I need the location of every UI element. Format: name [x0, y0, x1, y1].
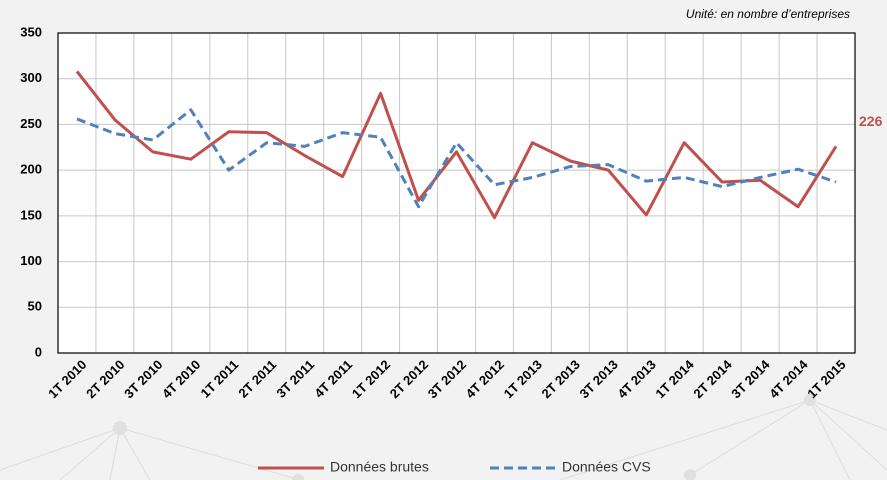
- x-tick-label: 1T 2012: [349, 357, 393, 401]
- x-tick-label: 1T 2014: [652, 356, 697, 401]
- y-tick-label: 300: [20, 70, 42, 85]
- x-tick-label: 3T 2011: [273, 357, 317, 401]
- y-tick-label: 350: [20, 24, 42, 39]
- x-tick-label: 4T 2013: [614, 357, 658, 401]
- y-tick-label: 200: [20, 162, 42, 177]
- legend-label: Données brutes: [330, 459, 429, 475]
- y-tick-label: 150: [20, 207, 42, 222]
- y-tick-label: 100: [20, 253, 42, 268]
- x-tick-label: 2T 2012: [387, 357, 431, 401]
- x-tick-label: 4T 2010: [159, 357, 203, 401]
- x-tick-label: 3T 2010: [121, 357, 165, 401]
- x-tick-label: 4T 2011: [311, 357, 355, 401]
- x-tick-label: 4T 2012: [463, 357, 507, 401]
- x-tick-label: 2T 2010: [83, 357, 127, 401]
- x-tick-label: 1T 2015: [804, 357, 848, 401]
- y-tick-label: 0: [35, 344, 42, 359]
- x-tick-label: 3T 2012: [425, 357, 469, 401]
- y-tick-label: 50: [28, 299, 42, 314]
- x-tick-label: 1T 2010: [45, 357, 89, 401]
- x-tick-label: 1T 2013: [501, 357, 545, 401]
- background-decoration: [0, 394, 887, 480]
- chart: Unité: en nombre d’entreprises 0 50 100 150…: [0, 0, 887, 480]
- x-tick-label: 1T 2011: [197, 357, 241, 401]
- annotation: Unité: en nombre d’entreprises: [686, 7, 850, 21]
- x-tick-label: 2T 2014: [690, 356, 735, 401]
- x-tick-label: 2T 2013: [539, 357, 583, 401]
- legend-label: Données CVS: [562, 459, 651, 475]
- x-tick-label: 3T 2013: [577, 357, 621, 401]
- y-tick-label: 250: [20, 116, 42, 131]
- data-label: 226: [859, 113, 883, 129]
- x-tick-label: 2T 2011: [235, 357, 279, 401]
- x-tick-label: 3T 2014: [728, 356, 773, 401]
- plot-area: [58, 33, 855, 353]
- x-tick-label: 4T 2014: [766, 356, 811, 401]
